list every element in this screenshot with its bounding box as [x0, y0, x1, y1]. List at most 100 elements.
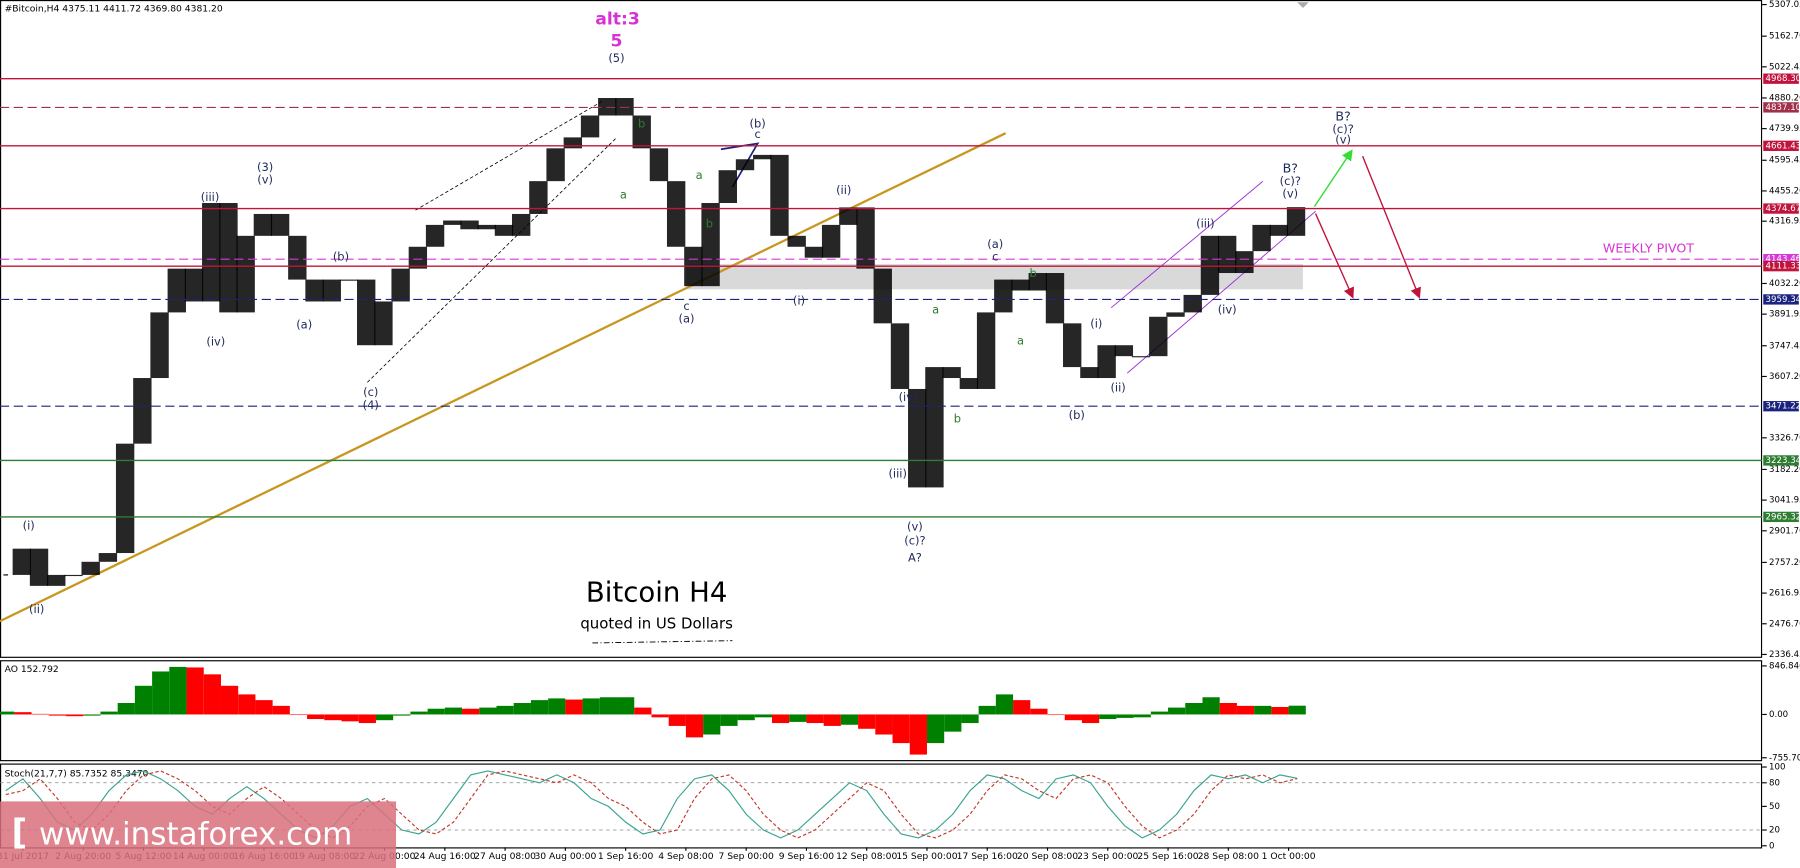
candle [839, 207, 858, 225]
price-level-label: 4837.10 [1766, 103, 1800, 113]
ao-bar [1168, 707, 1186, 715]
candle [81, 561, 100, 575]
candle [477, 224, 496, 230]
ao-bar [599, 697, 618, 715]
wave-label: (b) [1069, 408, 1085, 422]
ao-bar [668, 714, 686, 726]
candle [391, 268, 410, 302]
wave-label: b [638, 116, 645, 130]
x-tick-label: 28 Sep 08:00 [1198, 851, 1259, 862]
ao-bar [496, 705, 514, 715]
ao-bar [513, 702, 531, 715]
wave-label: (c) [363, 385, 378, 399]
wave-label: (ii) [836, 183, 851, 197]
wave-label: (i) [1090, 316, 1102, 330]
wave-label: b [954, 412, 961, 426]
ao-bar [634, 707, 652, 715]
candle [339, 279, 359, 281]
y-tick-label: 2336.45 [1769, 650, 1800, 660]
wave-label: WEEKLY PIVOT [1603, 241, 1694, 256]
candle [649, 148, 669, 182]
ao-bar [289, 714, 308, 716]
ao-bar [1013, 700, 1031, 715]
candle [202, 203, 221, 302]
ao-bar [754, 714, 773, 718]
candle [1011, 279, 1030, 291]
candle [12, 548, 31, 575]
y-tick-label: 20 [1769, 826, 1780, 836]
candle [856, 207, 875, 269]
wave-label: (iv) [1218, 302, 1237, 316]
ao-bar [1202, 697, 1220, 715]
x-tick-label: 30 Aug 00:00 [534, 851, 596, 862]
ao-bar [1064, 714, 1082, 721]
candle [598, 98, 617, 116]
candle [718, 170, 737, 204]
price-level-box [1763, 511, 1799, 523]
price-level-label: 4661.43 [1766, 141, 1800, 151]
candle [787, 235, 806, 247]
price-level-label: 4143.46 [1766, 255, 1800, 265]
ao-bar [944, 714, 962, 732]
y-tick-label: 2757.20 [1769, 558, 1800, 568]
candle [236, 235, 255, 313]
y-tick-label: 0 [1769, 841, 1774, 851]
y-tick-label: 4316.95 [1769, 217, 1800, 227]
ao-bar [66, 714, 84, 717]
x-tick-label: 27 Aug 08:00 [474, 851, 536, 862]
candle [632, 115, 651, 149]
ao-bar [685, 714, 704, 738]
y-tick-label: 0.00 [1769, 710, 1788, 720]
price-level-label: 3223.34 [1766, 456, 1800, 466]
candle [1114, 345, 1134, 357]
candle [580, 115, 600, 138]
forecast-arrow [1313, 149, 1353, 208]
ao-bar [1185, 702, 1203, 715]
ao-bar [220, 685, 239, 715]
candle [494, 224, 514, 236]
candle [959, 378, 979, 389]
y-tick-label: 80 [1769, 778, 1780, 788]
wave-label: B? [1335, 109, 1350, 124]
ao-bar [462, 708, 480, 715]
y-tick-label: 2901.70 [1769, 526, 1800, 536]
candle [529, 181, 548, 214]
trend-line [0, 132, 1007, 623]
wave-label: b [706, 216, 713, 230]
wave-label: (v) [1282, 187, 1298, 201]
y-tick-label: 3182.20 [1769, 465, 1800, 475]
ao-bar [83, 714, 101, 716]
candle [615, 98, 634, 116]
ao-bar [375, 714, 394, 721]
candle [115, 443, 135, 554]
ao-bar [324, 714, 342, 721]
candle [1149, 316, 1168, 357]
y-tick-label: 3747.45 [1769, 341, 1800, 351]
ao-bar [720, 714, 738, 726]
y-tick-label: 3607.20 [1769, 372, 1800, 382]
main-panel [0, 0, 1763, 658]
ao-bar [358, 714, 376, 724]
wave-label: B? [1283, 160, 1298, 175]
scroll-marker [1297, 2, 1309, 9]
wave-label: (a) [678, 312, 694, 326]
candle [1269, 224, 1289, 236]
candle [1183, 294, 1202, 313]
watermark-box [0, 801, 397, 868]
price-level-box [1763, 73, 1799, 84]
candle [1028, 273, 1047, 291]
ao-bar [1133, 714, 1151, 718]
candle [942, 367, 961, 379]
ao-bar [875, 714, 893, 735]
ao-bar [703, 714, 721, 735]
candle [546, 148, 565, 182]
ao-bar [858, 714, 876, 729]
y-tick-label: 3326.70 [1769, 433, 1800, 443]
ao-bar [926, 714, 945, 744]
x-tick-label: 17 Sep 16:00 [957, 851, 1018, 862]
wave-label: (ii) [29, 602, 44, 616]
candle [1200, 235, 1220, 295]
ao-bar [1099, 714, 1117, 720]
ao-bar [100, 711, 118, 715]
